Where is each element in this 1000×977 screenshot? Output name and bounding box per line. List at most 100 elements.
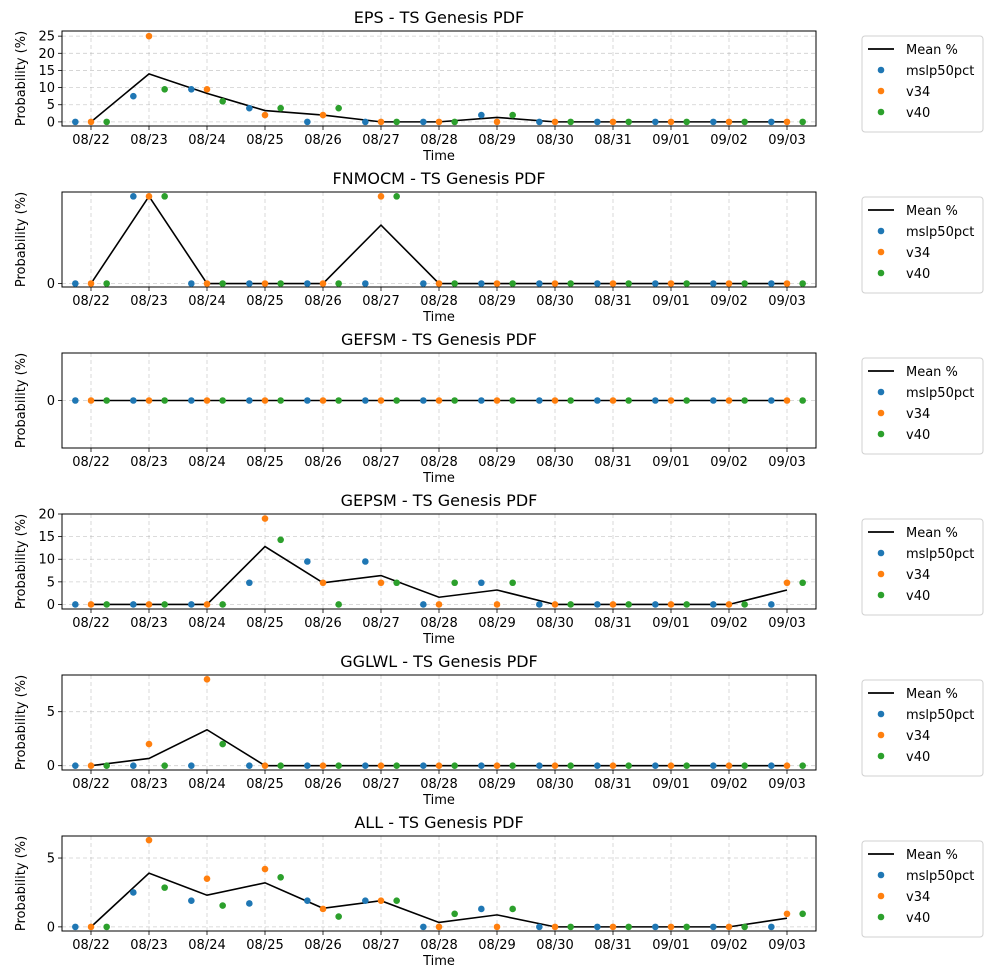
- data-point-v34: [667, 923, 675, 931]
- data-point-mslp50pct: [420, 280, 427, 287]
- x-tick-label: 08/28: [420, 938, 457, 953]
- data-point-v34: [493, 118, 501, 126]
- y-tick-label: 5: [47, 575, 55, 590]
- x-tick-label: 08/24: [188, 294, 225, 309]
- x-tick-label: 09/02: [710, 777, 747, 792]
- data-point-mslp50pct: [130, 762, 137, 769]
- legend-marker-swatch: [877, 892, 885, 900]
- plot-frame: [61, 191, 817, 288]
- data-point-mslp50pct: [710, 118, 717, 126]
- data-point-mslp50pct: [478, 111, 485, 119]
- y-tick-label: 0: [47, 277, 55, 292]
- x-tick-label: 08/24: [188, 455, 225, 470]
- plot-frame: [61, 30, 817, 127]
- data-point-v34: [551, 118, 559, 126]
- legend-entry-label: v40: [906, 911, 930, 926]
- data-point-v40: [451, 910, 458, 918]
- data-point-mslp50pct: [652, 397, 659, 404]
- data-point-v40: [103, 601, 110, 608]
- chart-title: GEPSM - TS Genesis PDF: [341, 491, 538, 510]
- x-tick-label: 09/02: [710, 455, 747, 470]
- data-point-mslp50pct: [710, 397, 717, 404]
- y-tick-label: 15: [38, 64, 55, 79]
- data-point-v40: [509, 579, 516, 587]
- data-point-v34: [87, 601, 95, 608]
- data-point-v40: [799, 579, 806, 587]
- data-point-v34: [87, 762, 95, 769]
- x-tick-label: 08/23: [130, 777, 167, 792]
- data-point-v40: [741, 118, 748, 126]
- chart-title: GGLWL - TS Genesis PDF: [340, 652, 538, 671]
- data-point-mslp50pct: [594, 923, 601, 931]
- x-tick-label: 08/22: [72, 777, 109, 792]
- data-point-mslp50pct: [420, 601, 427, 608]
- data-point-mslp50pct: [710, 762, 717, 769]
- y-tick-label: 25: [38, 30, 55, 45]
- legend-marker-swatch: [877, 591, 885, 599]
- legend-entry-label: v40: [906, 750, 930, 765]
- x-tick-label: 09/01: [652, 455, 689, 470]
- data-point-v34: [783, 579, 791, 587]
- data-point-v34: [667, 601, 675, 608]
- data-point-mslp50pct: [304, 280, 311, 287]
- data-point-v40: [393, 193, 400, 200]
- legend-marker-swatch: [877, 409, 885, 417]
- data-point-mslp50pct: [72, 923, 79, 931]
- x-tick-label: 09/02: [710, 938, 747, 953]
- data-point-mslp50pct: [478, 280, 485, 287]
- data-point-v34: [87, 397, 95, 404]
- data-point-v34: [377, 118, 385, 126]
- data-point-v40: [683, 118, 690, 126]
- y-axis-label: Probability (%): [14, 353, 29, 448]
- legend-box: [861, 196, 984, 294]
- data-point-v34: [203, 676, 211, 683]
- data-point-v40: [567, 923, 574, 931]
- x-tick-label: 08/23: [130, 616, 167, 631]
- data-point-v40: [335, 397, 342, 404]
- data-point-v34: [435, 923, 443, 931]
- x-tick-label: 08/31: [594, 938, 631, 953]
- data-point-v34: [261, 111, 269, 119]
- x-tick-label: 08/23: [130, 455, 167, 470]
- legend-marker-swatch: [877, 269, 885, 277]
- data-point-v40: [277, 280, 284, 287]
- data-point-v34: [783, 397, 791, 404]
- data-point-v34: [87, 118, 95, 126]
- x-tick-label: 09/01: [652, 777, 689, 792]
- legend-entry-label: v34: [906, 246, 930, 261]
- mean-line: [91, 545, 788, 606]
- data-point-v40: [161, 86, 168, 93]
- y-axis-label: Probability (%): [14, 31, 29, 126]
- data-point-v34: [551, 923, 559, 931]
- x-tick-label: 08/25: [246, 938, 283, 953]
- x-axis-label: Time: [422, 954, 455, 969]
- data-point-mslp50pct: [536, 601, 543, 608]
- data-point-mslp50pct: [188, 601, 195, 608]
- data-point-v40: [567, 397, 574, 404]
- x-tick-label: 08/29: [478, 616, 515, 631]
- x-tick-label: 08/24: [188, 616, 225, 631]
- data-point-v34: [145, 32, 153, 40]
- y-tick-label: 10: [38, 81, 55, 96]
- data-point-v40: [451, 762, 458, 769]
- data-point-v40: [509, 905, 516, 913]
- legend-entry-label: v34: [906, 407, 930, 422]
- legend-entry-label: Mean %: [906, 43, 958, 58]
- plot-frame: [61, 674, 817, 771]
- data-point-v40: [451, 280, 458, 287]
- x-tick-label: 08/31: [594, 133, 631, 148]
- legend-marker-swatch: [877, 388, 885, 396]
- x-tick-label: 08/30: [536, 938, 573, 953]
- x-tick-label: 09/03: [768, 133, 805, 148]
- legend-entry-label: Mean %: [906, 687, 958, 702]
- data-point-v40: [393, 762, 400, 769]
- x-tick-label: 09/01: [652, 616, 689, 631]
- data-point-v40: [799, 910, 806, 918]
- data-point-v34: [667, 118, 675, 126]
- data-point-v40: [161, 884, 168, 891]
- data-point-v34: [319, 762, 327, 769]
- legend-entry-label: mslp50pct: [906, 869, 974, 884]
- x-tick-label: 08/24: [188, 133, 225, 148]
- x-axis-label: Time: [422, 793, 455, 808]
- x-tick-label: 09/02: [710, 294, 747, 309]
